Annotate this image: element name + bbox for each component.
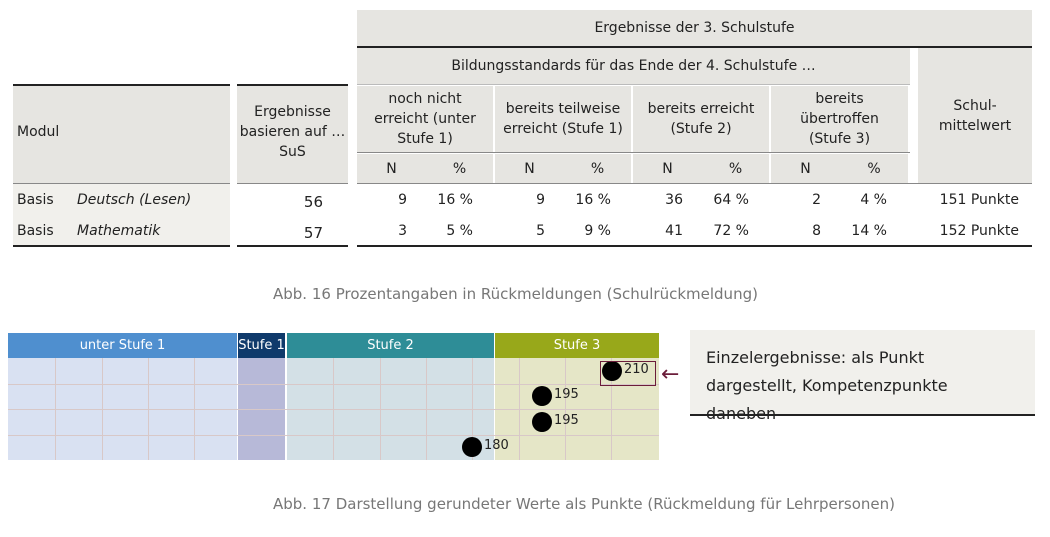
point-label: 180 — [484, 438, 509, 454]
point-label: 210 — [624, 361, 649, 377]
mean-header: Schul-mittelwert — [918, 48, 1032, 183]
point-label: 195 — [554, 412, 579, 428]
pct-header: % — [702, 154, 769, 183]
pct-cell: 72 % — [713, 223, 749, 239]
sus-cell: 57 — [303, 224, 323, 242]
band-1: Stufe 1 — [238, 333, 285, 358]
modul-cell: Basis — [17, 192, 54, 208]
level-header-1: bereits teilweise erreicht (Stufe 1) — [495, 86, 631, 152]
point-marker — [462, 437, 482, 458]
n-header: N — [771, 154, 840, 183]
arrow-left-icon: ← — [661, 362, 680, 387]
callout-box: Einzelergebnisse: als Punkt dargestellt,… — [690, 330, 1035, 423]
top-header: Ergebnisse der 3. Schulstufe — [357, 10, 1032, 46]
pct-cell: 16 % — [575, 192, 611, 208]
modul-cell: Basis — [17, 223, 54, 239]
pct-cell: 9 % — [584, 223, 611, 239]
n-header: N — [633, 154, 702, 183]
n-cell: 36 — [665, 192, 683, 208]
sus-cell: 56 — [303, 193, 323, 211]
n-cell: 8 — [812, 223, 821, 239]
band-3: Stufe 3 — [495, 333, 659, 358]
highlight-box — [600, 361, 656, 386]
point-marker — [532, 386, 552, 407]
n-cell: 9 — [398, 192, 407, 208]
level-header-0: noch nicht erreicht (unter Stufe 1) — [357, 86, 493, 152]
n-header: N — [495, 154, 564, 183]
n-cell: 5 — [536, 223, 545, 239]
level-header-3: bereits übertroffen (Stufe 3) — [771, 86, 908, 152]
fach-cell: Deutsch (Lesen) — [77, 192, 192, 208]
sus-header: Ergebnisse basieren auf … SuS — [237, 86, 348, 183]
band-2: Stufe 2 — [287, 333, 494, 358]
grid-line — [8, 434, 659, 436]
mean-cell: 152 Punkte — [939, 223, 1019, 239]
pct-header: % — [426, 154, 493, 183]
mean-cell: 151 Punkte — [939, 192, 1019, 208]
pct-cell: 4 % — [860, 192, 887, 208]
pct-cell: 5 % — [446, 223, 473, 239]
level-header-2: bereits erreicht (Stufe 2) — [633, 86, 769, 152]
n-cell: 9 — [536, 192, 545, 208]
pct-cell: 64 % — [713, 192, 749, 208]
grid-line — [8, 409, 659, 410]
point-label: 195 — [554, 387, 579, 403]
n-header: N — [357, 154, 426, 183]
grid-line — [8, 383, 659, 385]
point-marker — [602, 360, 622, 381]
n-cell: 3 — [398, 223, 407, 239]
n-cell: 2 — [812, 192, 821, 208]
caption-abb17: Abb. 17 Darstellung gerundeter Werte als… — [273, 495, 896, 513]
n-cell: 41 — [665, 223, 683, 239]
point-marker — [532, 411, 552, 432]
points-chart: unter Stufe 1 Stufe 1 Stufe 2 Stufe 3 210 195… — [8, 333, 659, 460]
pct-cell: 16 % — [437, 192, 473, 208]
pct-cell: 14 % — [851, 223, 887, 239]
sub-header: Bildungsstandards für das Ende der 4. Sc… — [357, 48, 910, 84]
pct-header: % — [840, 154, 908, 183]
pct-header: % — [564, 154, 631, 183]
band-0: unter Stufe 1 — [8, 333, 237, 358]
modul-header: Modul — [17, 124, 60, 140]
fach-cell: Mathematik — [77, 223, 161, 239]
caption-abb16: Abb. 16 Prozentangaben in Rückmeldungen … — [273, 285, 758, 303]
